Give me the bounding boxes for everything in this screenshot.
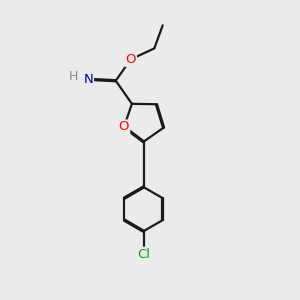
Text: O: O	[119, 121, 129, 134]
Text: N: N	[83, 73, 93, 86]
Text: H: H	[69, 70, 79, 83]
Text: Cl: Cl	[137, 248, 150, 261]
Text: O: O	[125, 53, 136, 66]
